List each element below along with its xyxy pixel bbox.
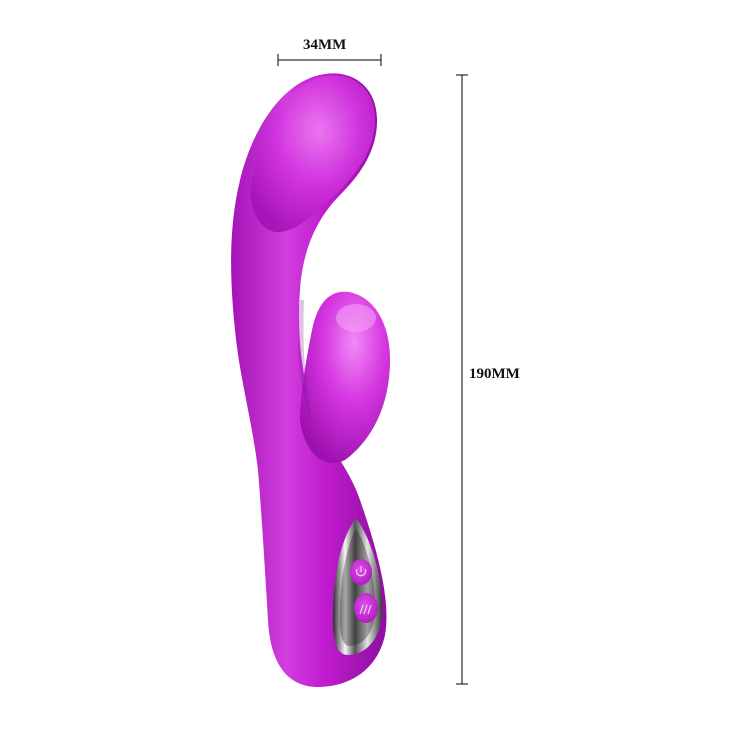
head-highlight [250, 75, 376, 233]
width-dimension-label: 34MM [303, 37, 347, 53]
height-dimension-label: 190MM [469, 366, 520, 382]
width-dimension [277, 54, 382, 66]
arm-highlight [336, 304, 376, 332]
height-dimension [456, 74, 468, 685]
vibration-mode-icon [359, 604, 372, 615]
clitoral-arm [300, 291, 390, 464]
shaft-shadow [298, 300, 312, 420]
power-icon [355, 566, 367, 577]
